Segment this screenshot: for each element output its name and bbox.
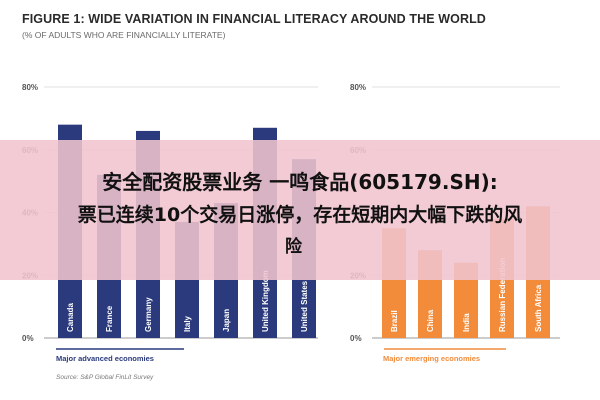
- category-label: India: [462, 313, 471, 332]
- y-tick-label: 80%: [22, 83, 38, 92]
- group-label-emerging: Major emerging economies: [383, 354, 481, 363]
- chart-title: FIGURE 1: WIDE VARIATION IN FINANCIAL LI…: [22, 12, 486, 26]
- overlay-text-line-2: 票已连续10个交易日涨停，存在短期内大幅下跌的风: [77, 204, 523, 226]
- chart-subtitle: (% OF ADULTS WHO ARE FINANCIALLY LITERAT…: [22, 30, 226, 40]
- overlay-text-line-1: 安全配资股票业务 一鸣食品(605179.SH):: [102, 170, 498, 194]
- ad-overlay-banner: [0, 140, 600, 280]
- y-tick-label: 0%: [22, 334, 34, 343]
- category-label: Russian Federation: [498, 258, 507, 332]
- category-label: Italy: [183, 315, 192, 332]
- category-label: China: [426, 309, 435, 332]
- source-note: Source: S&P Global FinLit Survey: [56, 374, 154, 381]
- category-label: Japan: [222, 309, 231, 332]
- category-label: South Africa: [534, 284, 543, 332]
- y-tick-label: 0%: [350, 334, 362, 343]
- category-label: United Kingdom: [261, 270, 270, 332]
- group-label-advanced: Major advanced economies: [56, 354, 154, 363]
- category-label: Germany: [144, 297, 153, 332]
- category-label: Canada: [66, 303, 75, 332]
- overlay-text-line-3: 险: [285, 237, 302, 257]
- y-tick-label: 80%: [350, 83, 366, 92]
- category-label: United States: [300, 280, 309, 332]
- category-label: France: [105, 305, 114, 332]
- category-label: Brazil: [390, 310, 399, 332]
